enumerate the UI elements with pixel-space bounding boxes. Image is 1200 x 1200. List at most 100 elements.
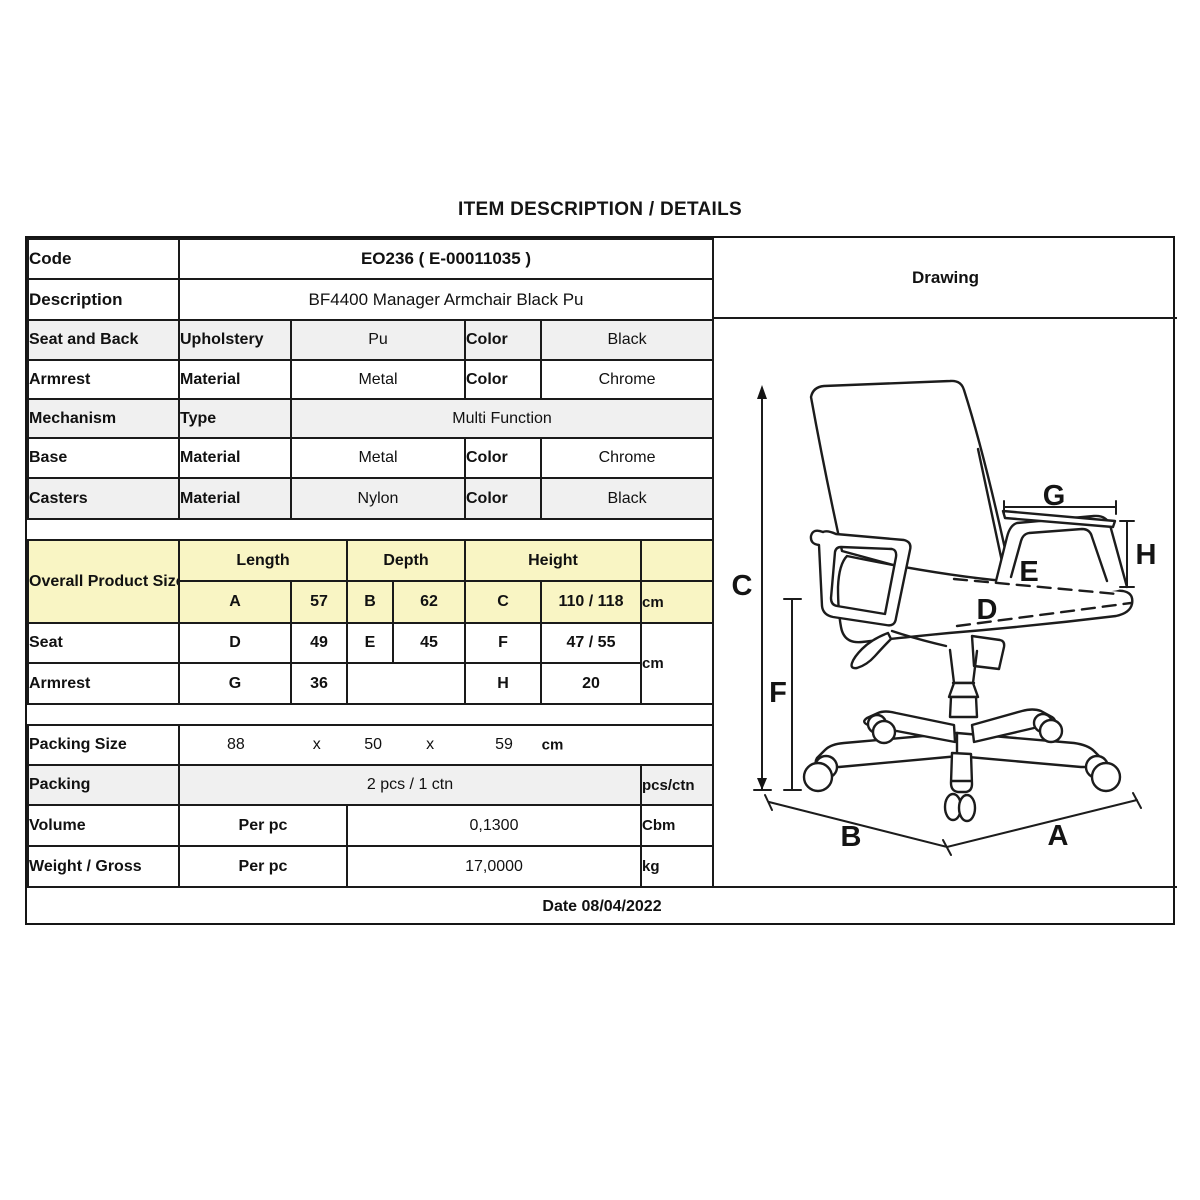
description-value: BF4400 Manager Armchair Black Pu	[177, 278, 715, 321]
dim-value: 45	[392, 622, 466, 664]
row-attr: Type	[178, 398, 292, 439]
chair-hub-column	[948, 695, 979, 719]
empty-cell	[346, 662, 466, 705]
armrest-size-row: Armrest G 36 H 20	[27, 662, 713, 705]
row-value: Nylon	[290, 477, 466, 520]
casters-row: Casters Material Nylon Color Black	[27, 477, 715, 520]
chair-right-armrest-pad	[1001, 509, 1117, 529]
row-value: Metal	[290, 359, 466, 400]
description-label: Description	[27, 278, 180, 321]
caster-front-wheel-right	[957, 793, 977, 823]
depth-header: Depth	[346, 539, 466, 582]
dim-letter: G	[178, 662, 292, 705]
packing-dim-sep: x	[312, 736, 321, 753]
dim-letter: C	[464, 580, 542, 624]
chair-cylinder-flare	[947, 681, 980, 699]
spec-table-panel: Code EO236 ( E-00011035 ) Description BF…	[27, 238, 715, 888]
length-header: Length	[178, 539, 348, 582]
row-attr: Material	[178, 359, 292, 400]
height-header: Height	[464, 539, 642, 582]
volume-unit: Cbm	[639, 804, 715, 847]
weight-unit: kg	[639, 845, 715, 888]
packing-dimensions: 88 x 50 x 59 cm	[177, 724, 715, 766]
chair-mechanism-box	[970, 634, 1006, 671]
drawing-label-H: H	[1136, 539, 1157, 571]
dim-letter: E	[346, 622, 394, 664]
volume-per: Per pc	[178, 804, 348, 847]
row-label: Base	[27, 437, 180, 479]
chair-tilt-lever	[850, 631, 893, 670]
seat-and-back-row: Seat and Back Upholstery Pu Color Black	[27, 319, 715, 361]
seat-size-row: Seat D 49 E 45 F 47 / 55 cm	[27, 622, 715, 705]
dimension-line-BA	[764, 792, 1142, 856]
dim-value: 47 / 55	[540, 622, 642, 664]
dim-value: 49	[290, 622, 348, 664]
row-label: Packing Size	[27, 724, 180, 766]
dim-value: 62	[392, 580, 466, 624]
chair-backrest	[809, 379, 1014, 589]
caster-right-wheel	[1090, 761, 1122, 793]
drawing-label-C: C	[732, 570, 753, 602]
chair-left-armrest	[809, 529, 912, 627]
spacer-cell	[28, 703, 714, 726]
color-value: Chrome	[539, 359, 715, 400]
packing-value: 2 pcs / 1 ctn	[178, 764, 642, 806]
date-value: Date 08/04/2022	[542, 897, 662, 915]
row-value: Pu	[290, 319, 466, 361]
dimension-line-C	[753, 392, 772, 791]
color-label: Color	[464, 319, 542, 361]
spec-table: Code EO236 ( E-00011035 ) Description BF…	[27, 238, 715, 888]
dashed-line-D	[955, 601, 1133, 628]
chair-seat-underside-line	[890, 629, 948, 648]
arrowhead-C-bottom	[757, 778, 767, 790]
chair-technical-drawing: C F G H E D B A	[732, 379, 1157, 856]
code-value: EO236 ( E-00011035 )	[177, 238, 715, 280]
dim-value: 110 / 118	[540, 580, 642, 624]
color-value: Black	[539, 319, 715, 361]
row-label: Casters	[27, 477, 180, 520]
unit-cm: cm	[639, 580, 715, 624]
code-label: Code	[27, 238, 180, 280]
base-row: Base Material Metal Color Chrome	[27, 437, 715, 479]
weight-per: Per pc	[178, 845, 348, 888]
drawing-panel: Drawing	[712, 238, 1177, 886]
packing-row: Packing 2 pcs / 1 ctn pcs/ctn	[27, 764, 715, 806]
unit-cm: cm	[639, 622, 715, 705]
dim-letter: F	[464, 622, 542, 664]
date-row: Date 08/04/2022	[27, 886, 1177, 925]
weight-value: 17,0000	[346, 845, 642, 888]
row-value: Multi Function	[289, 398, 715, 439]
color-label: Color	[464, 359, 542, 400]
overall-size-row: A 57 B 62 C 110 / 118 cm	[28, 580, 715, 624]
dimension-line-H	[1119, 520, 1135, 588]
dashed-line-E	[952, 577, 1119, 596]
row-label: Mechanism	[27, 398, 180, 439]
chair-right-armrest-inner	[1009, 527, 1109, 583]
drawing-title: Drawing	[714, 238, 1177, 319]
volume-row: Volume Per pc 0,1300 Cbm	[27, 804, 715, 847]
drawing-label-B: B	[841, 821, 862, 853]
volume-value: 0,1300	[346, 804, 642, 847]
packing-dim-value: 88	[226, 736, 245, 753]
dim-value: 36	[290, 662, 348, 705]
packing-dim-value: 59	[495, 736, 513, 753]
packing-size-row: Packing Size 88 x 50 x 59 cm	[27, 724, 715, 766]
chair-right-armrest-fill	[996, 515, 1127, 592]
dim-value: 20	[540, 662, 642, 705]
caster-back-right-wheel	[1038, 718, 1064, 744]
drawing-label-D: D	[977, 594, 998, 626]
color-label: Color	[464, 477, 542, 520]
row-label: Volume	[27, 804, 180, 847]
dim-letter: H	[464, 662, 542, 705]
row-label: Seat and Back	[27, 319, 180, 361]
packing-dim-unit: cm	[541, 736, 564, 754]
drawing-area: C F G H E D B A	[714, 319, 1177, 886]
packing-unit: pcs/ctn	[639, 764, 715, 806]
caster-back-left-wheel	[871, 719, 897, 745]
row-label: Weight / Gross	[27, 845, 180, 888]
spacer-row	[28, 703, 714, 726]
dim-value: 57	[290, 580, 348, 624]
size-section-label: Overall Product Size	[27, 539, 180, 624]
dim-letter: A	[178, 580, 292, 624]
armrest-row: Armrest Material Metal Color Chrome	[27, 359, 715, 400]
